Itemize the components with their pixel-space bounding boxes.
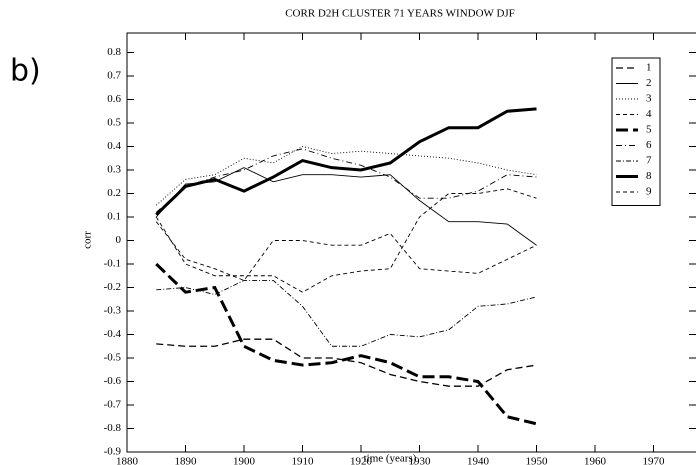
plot-frame (126, 32, 696, 453)
y-tick-label: 0.3 (107, 164, 121, 176)
x-tick-label: 1960 (584, 456, 607, 465)
y-tick-label: 0.8 (107, 46, 121, 58)
series-line (156, 280, 537, 347)
y-tick-label: 0 (116, 234, 122, 246)
y-axis-label: corr (82, 231, 94, 249)
series-line (155, 148, 537, 213)
y-tick-label: 0.6 (107, 93, 121, 105)
series-line (155, 188, 537, 293)
panel-label: b) (10, 54, 41, 89)
y-tick-label: -0.9 (104, 446, 122, 458)
legend-label: 6 (646, 139, 652, 151)
series-line (155, 262, 537, 426)
x-tick-label: 1920 (350, 456, 373, 465)
x-tick-label: 1910 (292, 456, 315, 465)
series-line (155, 167, 537, 246)
chart-title: CORR D2H CLUSTER 71 YEARS WINDOW DJF (285, 8, 515, 20)
legend-label: 4 (646, 108, 652, 120)
y-tick-label: -0.1 (104, 258, 121, 270)
y-tick-label: -0.8 (104, 422, 122, 434)
y-tick-label: -0.4 (104, 328, 122, 340)
legend-box (611, 57, 661, 206)
legend-label: 1 (646, 62, 652, 74)
x-tick-label: 1940 (467, 456, 490, 465)
y-tick-label: -0.6 (104, 375, 122, 387)
x-tick-label: 1970 (643, 456, 666, 465)
legend-label: 7 (646, 155, 652, 167)
y-tick-label: -0.7 (104, 399, 122, 411)
series-line (155, 107, 537, 216)
series-line (155, 221, 537, 281)
legend-label: 2 (646, 77, 652, 89)
x-axis-label: time (years) (364, 453, 417, 465)
x-tick-label: 1890 (175, 456, 198, 465)
legend-label: 5 (646, 124, 652, 136)
y-tick-label: 0.4 (107, 140, 121, 152)
legend-label: 9 (646, 186, 652, 198)
y-tick-label: -0.5 (104, 352, 122, 364)
x-tick-label: 1900 (233, 456, 256, 465)
legend-label: 3 (646, 93, 652, 105)
y-tick-label: 0.2 (107, 187, 121, 199)
y-tick-label: 0.7 (107, 70, 121, 82)
y-tick-label: 0.5 (107, 117, 121, 129)
y-tick-label: 0.1 (107, 211, 121, 223)
x-tick-label: 1930 (409, 456, 432, 465)
x-tick-label: 1880 (116, 456, 139, 465)
y-tick-label: -0.3 (104, 305, 122, 317)
series-line (155, 146, 537, 206)
legend-label: 8 (646, 170, 652, 182)
y-tick-label: -0.2 (104, 281, 121, 293)
x-tick-label: 1950 (526, 456, 549, 465)
